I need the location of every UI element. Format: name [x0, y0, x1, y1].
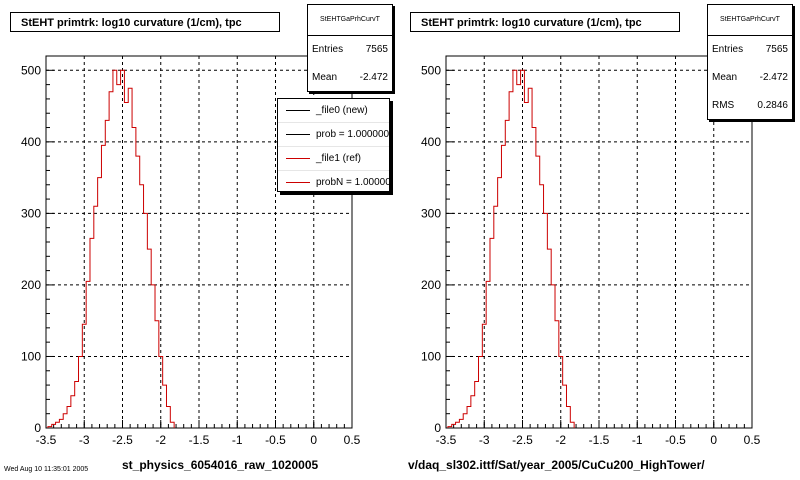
left-xtick-label-1: -3 — [79, 433, 90, 447]
right-xtick-label-6: -0.5 — [665, 433, 686, 447]
right-ytick-label-5: 500 — [421, 63, 441, 77]
right-ytick-label-2: 200 — [421, 278, 441, 292]
left-histogram-outline — [47, 69, 175, 428]
legend-item-file1: _file1 (ref) — [278, 147, 389, 171]
right-stats-rms-value: 0.2846 — [757, 100, 788, 111]
right-plot-title: StEHT primtrk: log10 curvature (1/cm), t… — [410, 12, 680, 32]
right-xtick-label-4: -1.5 — [589, 433, 610, 447]
legend-item-probn: probN = 1.000000 — [278, 171, 390, 191]
right-histogram-outline — [447, 69, 575, 428]
left-xtick-label-4: -1.5 — [189, 433, 210, 447]
left-xtick-label-2: -2.5 — [112, 433, 133, 447]
left-xtick-label-7: 0 — [310, 433, 317, 447]
legend-label-probn: probN = 1.000000 — [316, 177, 390, 188]
right-xtick-label-2: -2.5 — [512, 433, 533, 447]
left-xtick-label-0: -3.5 — [36, 433, 57, 447]
left-stats-name: StEHTGaPrhCurvT — [308, 5, 392, 36]
left-legend: _file0 (new) prob = 1.000000 _file1 (ref… — [277, 98, 390, 192]
left-xtick-label-5: -1 — [232, 433, 243, 447]
right-stats-entries-label: Entries — [712, 44, 744, 55]
corner-timestamp: Wed Aug 10 11:35:01 2005 — [4, 466, 89, 473]
legend-item-prob: prob = 1.000000 — [278, 123, 389, 147]
legend-item-file0: _file0 (new) — [278, 99, 389, 123]
left-footer-label: st_physics_6054016_raw_1020005 — [122, 458, 319, 472]
legend-label-file1: _file1 (ref) — [316, 153, 362, 164]
left-ytick-label-2: 200 — [21, 278, 41, 292]
right-ytick-label-4: 400 — [421, 135, 441, 149]
legend-label-prob: prob = 1.000000 — [316, 129, 390, 140]
right-stats-mean-label: Mean — [712, 72, 738, 83]
left-stats-entries: Entries 7565 — [308, 36, 392, 64]
left-plot-title: StEHT primtrk: log10 curvature (1/cm), t… — [10, 12, 280, 32]
left-stats-mean-value: -2.472 — [359, 72, 388, 83]
left-stats-mean-label: Mean — [312, 72, 338, 83]
right-ytick-label-3: 300 — [421, 206, 441, 220]
left-ytick-label-1: 100 — [21, 349, 41, 363]
right-stats-name: StEHTGaPrhCurvT — [708, 5, 792, 36]
left-ytick-label-5: 500 — [21, 63, 41, 77]
right-axis-ticks: -3.5 -3 -2.5 -2 -1.5 -1 -0.5 0 0.5 0 100 200 300 400 5… — [421, 63, 761, 447]
right-stats-entries: Entries 7565 — [708, 36, 792, 64]
right-footer-label: v/daq_sl302.ittf/Sat/year_2005/CuCu200_H… — [408, 458, 705, 472]
left-stats-entries-label: Entries — [312, 44, 344, 55]
left-xtick-label-6: -0.5 — [265, 433, 286, 447]
legend-swatch-probn — [286, 182, 310, 183]
right-histogram-plot: -3.5 -3 -2.5 -2 -1.5 -1 -0.5 0 0.5 0 100 200 300 400 5… — [421, 55, 761, 447]
left-axis-ticks: -3.5 -3 -2.5 -2 -1.5 -1 -0.5 0 0.5 0 100 200 300 400 5… — [21, 63, 361, 447]
left-stats-entries-value: 7565 — [365, 44, 388, 55]
right-xtick-label-0: -3.5 — [436, 433, 457, 447]
left-stats-mean: Mean -2.472 — [308, 64, 392, 92]
right-stats-mean-value: -2.472 — [759, 72, 788, 83]
right-xtick-label-8: 0.5 — [744, 433, 761, 447]
right-ytick-label-0: 0 — [434, 421, 441, 435]
left-xtick-label-3: -2 — [155, 433, 166, 447]
left-ytick-label-4: 400 — [21, 135, 41, 149]
right-stats-rms: RMS 0.2846 — [708, 92, 792, 120]
legend-swatch-file0 — [286, 110, 310, 111]
right-xtick-label-7: 0 — [710, 433, 717, 447]
left-ytick-label-0: 0 — [34, 421, 41, 435]
right-stats-rms-label: RMS — [712, 100, 735, 111]
right-xtick-label-1: -3 — [479, 433, 490, 447]
left-stats-box: StEHTGaPrhCurvT Entries 7565 Mean -2.472 — [307, 4, 393, 92]
right-stats-mean: Mean -2.472 — [708, 64, 792, 92]
legend-swatch-prob — [286, 134, 310, 135]
left-ytick-label-3: 300 — [21, 206, 41, 220]
left-histogram-panel: -3.5 -3 -2.5 -2 -1.5 -1 -0.5 0 0.5 0 100 200 300 400 5… — [4, 4, 393, 473]
left-xtick-label-8: 0.5 — [344, 433, 361, 447]
right-ytick-label-1: 100 — [421, 349, 441, 363]
legend-swatch-file1 — [286, 158, 310, 159]
right-histogram-panel: -3.5 -3 -2.5 -2 -1.5 -1 -0.5 0 0.5 0 100 200 300 400 5… — [400, 0, 800, 480]
legend-label-file0: _file0 (new) — [316, 105, 368, 116]
right-xtick-label-3: -2 — [555, 433, 566, 447]
right-xtick-label-5: -1 — [632, 433, 643, 447]
right-stats-entries-value: 7565 — [765, 44, 788, 55]
right-stats-box: StEHTGaPrhCurvT Entries 7565 Mean -2.472… — [707, 4, 793, 120]
